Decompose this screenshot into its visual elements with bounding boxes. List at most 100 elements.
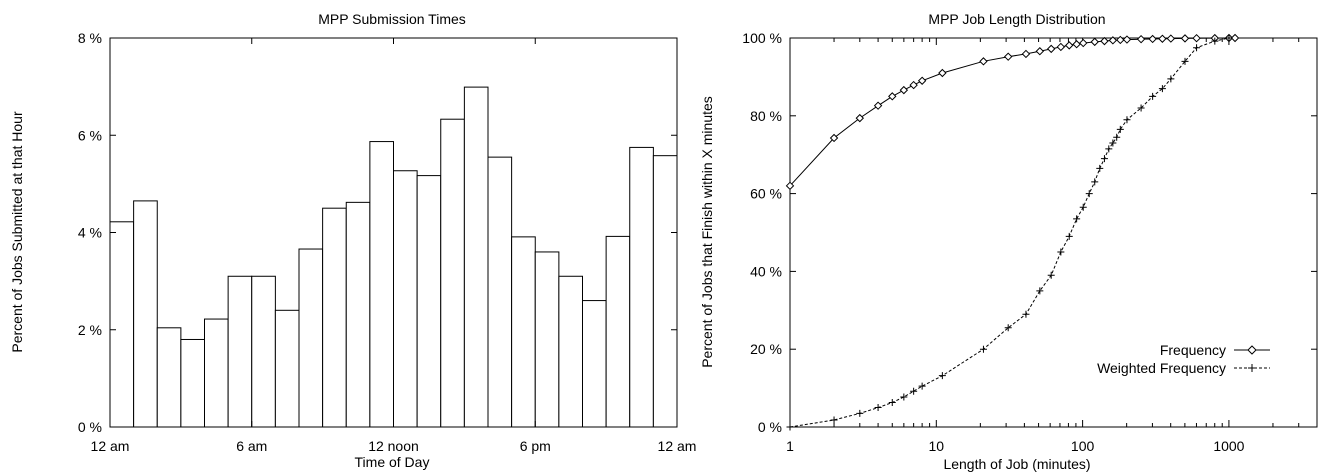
- histogram-bar: [157, 328, 181, 427]
- y-tick-label: 8 %: [78, 30, 102, 46]
- x-tick-label: 10: [929, 438, 945, 454]
- job-length-chart-title: MPP Job Length Distribution: [928, 11, 1105, 27]
- histogram-bar: [535, 252, 559, 427]
- frequency-point: [1159, 35, 1166, 42]
- frequency-point: [875, 102, 882, 109]
- legend-weighted-label: Weighted Frequency: [1097, 360, 1226, 376]
- weighted-frequency-point: [1073, 215, 1080, 222]
- y-tick-label: 0 %: [78, 419, 102, 435]
- weighted-frequency-point: [1036, 287, 1043, 294]
- y-tick-label: 60 %: [750, 186, 782, 202]
- histogram-bar: [606, 236, 630, 427]
- job-length-legend: Frequency Weighted Frequency: [1097, 342, 1270, 376]
- y-tick-label: 40 %: [750, 263, 782, 279]
- weighted-frequency-point: [1109, 140, 1116, 147]
- frequency-point: [980, 58, 987, 65]
- weighted-frequency-point: [856, 410, 863, 417]
- histogram-bar: [181, 339, 205, 427]
- job-length-chart: MPP Job Length Distribution 0 %20 %40 %6…: [699, 11, 1317, 472]
- weighted-frequency-point: [1123, 116, 1130, 123]
- x-tick-label: 12 noon: [368, 438, 419, 454]
- frequency-point: [1117, 36, 1124, 43]
- submission-y-axis-label: Percent of Jobs Submitted at that Hour: [9, 111, 25, 353]
- weighted-frequency-point: [1193, 44, 1200, 51]
- x-tick-label: 100: [1071, 438, 1095, 454]
- histogram-bar: [228, 276, 252, 427]
- frequency-point: [1080, 40, 1087, 47]
- y-tick-label: 2 %: [78, 322, 102, 338]
- histogram-bar: [370, 142, 394, 427]
- frequency-point: [1167, 35, 1174, 42]
- histogram-bar: [394, 171, 418, 427]
- frequency-point: [1138, 36, 1145, 43]
- histogram-bar: [299, 249, 323, 427]
- job-length-x-axis-label: Length of Job (minutes): [943, 456, 1090, 472]
- weighted-frequency-point: [1080, 204, 1087, 211]
- y-tick-label: 4 %: [78, 225, 102, 241]
- frequency-point: [1182, 35, 1189, 42]
- histogram-bar: [205, 319, 229, 427]
- frequency-point: [1193, 35, 1200, 42]
- x-tick-label: 12 am: [658, 438, 697, 454]
- y-tick-label: 80 %: [750, 108, 782, 124]
- histogram-bar: [512, 237, 536, 427]
- weighted-frequency-point: [889, 399, 896, 406]
- legend-weighted-marker: [1248, 364, 1256, 372]
- x-tick-label: 6 am: [236, 438, 267, 454]
- histogram-bar: [110, 222, 134, 427]
- y-tick-label: 100 %: [742, 30, 782, 46]
- frequency-point: [1091, 38, 1098, 45]
- x-tick-label: 6 pm: [520, 438, 551, 454]
- weighted-frequency-point: [1086, 190, 1093, 197]
- submission-x-axis-label: Time of Day: [355, 454, 430, 470]
- job-length-y-axis-label: Percent of Jobs that Finish within X min…: [699, 96, 715, 368]
- histogram-bar: [464, 87, 488, 427]
- histogram-bar: [630, 147, 654, 427]
- job-length-x-ticks: 1 10 100 1000: [786, 38, 1317, 454]
- frequency-point: [919, 77, 926, 84]
- weighted-frequency-point: [910, 388, 917, 395]
- frequency-point: [1232, 35, 1239, 42]
- weighted-frequency-point: [787, 424, 794, 431]
- weighted-frequency-point: [1101, 155, 1108, 162]
- weighted-frequency-point: [900, 394, 907, 401]
- histogram-bar: [323, 208, 347, 427]
- weighted-frequency-point: [1057, 248, 1064, 255]
- weighted-frequency-point: [1066, 233, 1073, 240]
- histogram-bar: [488, 157, 512, 427]
- histogram-bar: [252, 276, 276, 427]
- histogram-bar: [559, 276, 583, 427]
- weighted-frequency-point: [1096, 165, 1103, 172]
- weighted-frequency-point: [1105, 145, 1112, 152]
- weighted-frequency-point: [939, 372, 946, 379]
- legend-frequency-label: Frequency: [1160, 342, 1226, 358]
- weighted-frequency-point: [831, 416, 838, 423]
- frequency-point: [910, 82, 917, 89]
- frequency-point: [1066, 42, 1073, 49]
- legend-frequency-marker: [1248, 346, 1256, 354]
- frequency-point: [1123, 36, 1130, 43]
- frequency-point: [1022, 50, 1029, 57]
- submission-times-chart: MPP Submission Times 0 % 2 % 4 % 6 % 8 % 12 …: [9, 11, 696, 470]
- histogram-bar: [653, 156, 677, 427]
- submission-bars: [110, 87, 677, 427]
- frequency-point: [1048, 45, 1055, 52]
- weighted-frequency-point: [1091, 178, 1098, 185]
- weighted-frequency-point: [980, 346, 987, 353]
- weighted-frequency-point: [1225, 35, 1232, 42]
- frequency-point: [1149, 35, 1156, 42]
- submission-chart-title: MPP Submission Times: [318, 11, 466, 27]
- weighted-frequency-point: [1113, 134, 1120, 141]
- x-tick-label: 1: [786, 438, 794, 454]
- histogram-bar: [275, 310, 299, 427]
- weighted-frequency-point: [875, 404, 882, 411]
- histogram-bar: [583, 301, 607, 427]
- y-tick-label: 20 %: [750, 341, 782, 357]
- frequency-point: [900, 87, 907, 94]
- frequency-line: [790, 38, 1235, 186]
- weighted-frequency-point: [1048, 272, 1055, 279]
- frequency-point: [1005, 53, 1012, 60]
- weighted-frequency-point: [919, 383, 926, 390]
- histogram-bar: [441, 119, 465, 427]
